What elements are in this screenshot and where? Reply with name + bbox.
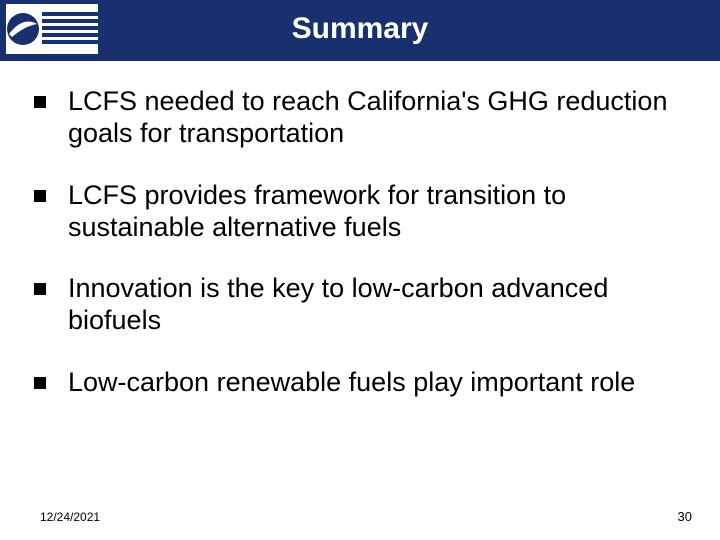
list-item: LCFS provides framework for transition t… [34,180,674,244]
bullet-text: Low-carbon renewable fuels play importan… [68,367,635,399]
footer-date: 12/24/2021 [40,510,100,524]
footer-page-number: 30 [678,509,692,524]
caltrans-logo-icon [6,4,98,54]
title-bar: Summary [0,0,720,58]
bullet-text: LCFS needed to reach California's GHG re… [68,86,674,150]
list-item: Low-carbon renewable fuels play importan… [34,367,674,399]
bullet-icon [34,377,46,389]
slide: Summary LCFS needed to reach California'… [0,0,720,540]
bullet-text: Innovation is the key to low-carbon adva… [68,273,674,337]
list-item: Innovation is the key to low-carbon adva… [34,273,674,337]
page-title: Summary [110,12,610,46]
bullet-icon [34,190,46,202]
bullet-icon [34,96,46,108]
bullet-icon [34,283,46,295]
body-content: LCFS needed to reach California's GHG re… [34,86,674,429]
title-underline [0,58,720,61]
bullet-text: LCFS provides framework for transition t… [68,180,674,244]
list-item: LCFS needed to reach California's GHG re… [34,86,674,150]
